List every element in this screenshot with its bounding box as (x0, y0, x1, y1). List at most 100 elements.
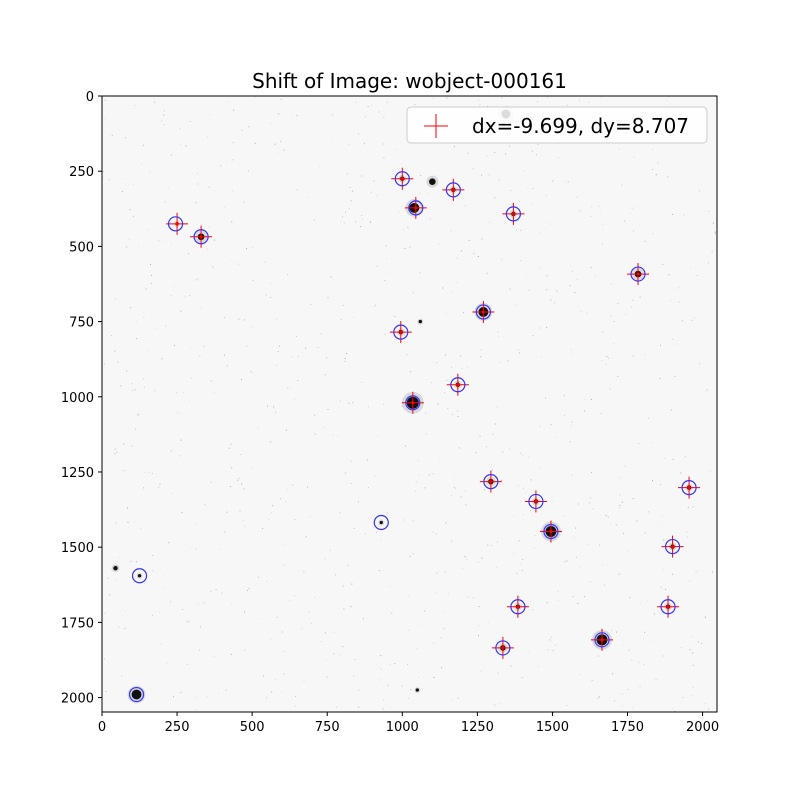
noise-speck (478, 606, 480, 607)
noise-speck (516, 229, 518, 231)
legend-plus-marker (424, 114, 448, 138)
noise-speck (621, 184, 623, 186)
noise-speck (354, 659, 356, 660)
noise-speck (674, 375, 676, 377)
noise-speck (699, 363, 700, 365)
noise-speck (131, 445, 133, 447)
noise-speck (124, 627, 126, 629)
noise-speck (525, 492, 527, 494)
noise-speck (257, 618, 259, 620)
noise-speck (350, 605, 352, 607)
noise-speck (678, 287, 680, 289)
noise-speck (537, 101, 539, 103)
noise-speck (118, 557, 120, 559)
noise-speck (412, 553, 414, 555)
plus-center (451, 188, 455, 192)
x-tick-label: 0 (98, 720, 106, 735)
y-axis: 0 250 500 750 1000 1250 1500 1750 2000 (61, 90, 102, 707)
noise-speck (509, 448, 510, 450)
noise-speck (561, 538, 563, 540)
noise-speck (342, 304, 344, 306)
noise-speck (327, 297, 329, 299)
noise-speck (121, 675, 123, 677)
noise-speck (672, 707, 674, 709)
noise-speck (116, 579, 118, 581)
noise-speck (360, 226, 362, 228)
noise-speck (498, 335, 500, 337)
noise-speck (283, 673, 285, 675)
noise-speck (123, 443, 125, 445)
noise-speck (295, 705, 296, 707)
noise-speck (680, 472, 682, 474)
noise-speck (604, 584, 606, 586)
noise-speck (143, 487, 145, 489)
noise-speck (185, 145, 187, 147)
noise-speck (151, 274, 152, 276)
noise-speck (515, 304, 517, 306)
noise-speck (435, 533, 437, 535)
blue-circle-marker (681, 480, 697, 496)
noise-speck (521, 677, 523, 678)
noise-speck (625, 313, 627, 315)
noise-speck (588, 543, 590, 545)
noise-speck (527, 186, 529, 188)
noise-speck (711, 571, 713, 573)
noise-speck (425, 433, 427, 435)
noise-speck (136, 560, 138, 562)
noise-speck (403, 229, 405, 231)
noise-speck (301, 351, 303, 353)
noise-speck (661, 515, 663, 517)
noise-speck (534, 547, 535, 549)
noise-speck (598, 205, 600, 207)
noise-speck (169, 601, 171, 603)
noise-speck (435, 592, 437, 594)
noise-speck (211, 265, 213, 267)
noise-speck (126, 370, 128, 372)
noise-speck (320, 641, 322, 642)
noise-speck (534, 534, 536, 536)
noise-speck (692, 652, 694, 654)
noise-speck (407, 698, 409, 699)
noise-speck (686, 536, 688, 538)
y-tick-label: 1500 (61, 541, 94, 556)
noise-speck (389, 586, 391, 588)
noise-speck (522, 170, 524, 172)
noise-speck (477, 256, 479, 257)
noise-speck (165, 325, 167, 327)
noise-speck (614, 700, 615, 702)
noise-speck (369, 221, 371, 223)
noise-speck (252, 280, 254, 281)
noise-speck (629, 213, 631, 215)
noise-speck (376, 531, 377, 533)
noise-speck (643, 638, 645, 640)
noise-speck (114, 298, 116, 300)
plus-center (549, 530, 553, 534)
noise-speck (498, 179, 500, 181)
noise-speck (342, 216, 343, 218)
noise-speck (230, 603, 232, 605)
noise-speck (672, 213, 674, 215)
noise-speck (401, 405, 403, 407)
noise-speck (285, 429, 287, 431)
noise-speck (633, 206, 635, 208)
noise-speck (632, 208, 634, 210)
noise-speck (334, 574, 336, 576)
noise-speck (386, 101, 388, 103)
noise-speck (657, 162, 659, 164)
noise-speck (481, 557, 483, 559)
noise-speck (102, 177, 104, 179)
noise-speck (598, 696, 600, 698)
blue-circle-marker (495, 640, 511, 656)
noise-speck (270, 441, 272, 443)
noise-speck (186, 621, 188, 623)
noise-speck (352, 402, 354, 404)
noise-speck (270, 296, 272, 298)
noise-speck (254, 142, 256, 144)
noise-speck (644, 631, 646, 633)
noise-speck (171, 493, 173, 494)
noise-speck (466, 366, 468, 368)
noise-speck (432, 531, 434, 533)
noise-speck (620, 477, 622, 479)
noise-speck (383, 157, 385, 159)
